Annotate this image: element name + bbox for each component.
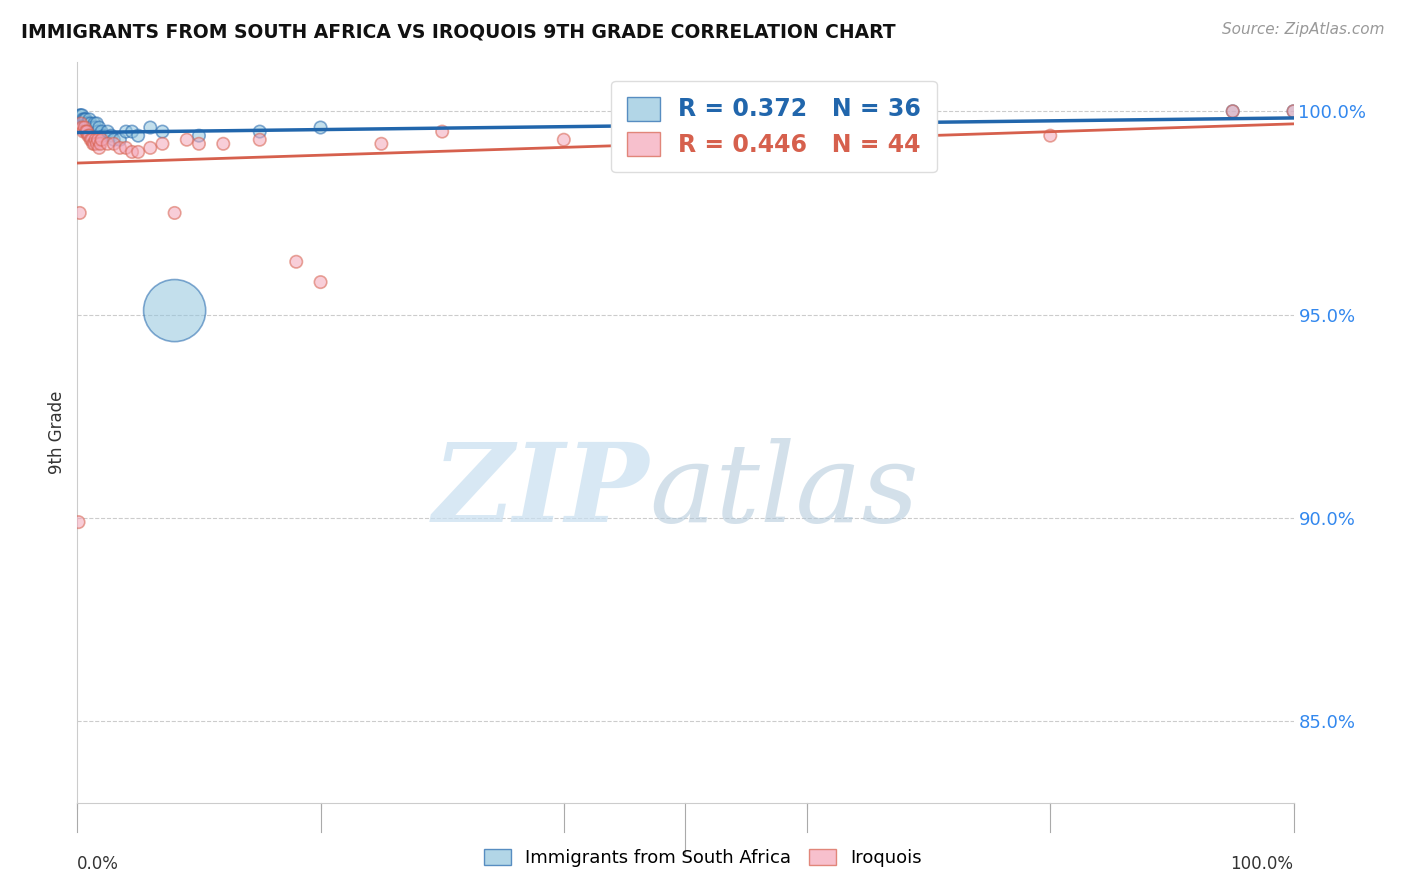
Point [75, 116, 97, 130]
Point [1282, 104, 1305, 119]
Point [370, 136, 392, 151]
Point [108, 141, 131, 155]
Point [72, 112, 94, 127]
Point [163, 206, 186, 220]
Point [75, 125, 97, 139]
Point [93, 128, 115, 143]
Point [89, 141, 111, 155]
Point [82, 120, 104, 135]
Point [108, 133, 131, 147]
Point [73, 112, 96, 127]
Point [430, 125, 453, 139]
Point [918, 128, 941, 143]
Point [70, 112, 93, 127]
Point [70, 108, 93, 122]
Point [103, 136, 125, 151]
Point [84, 120, 107, 135]
Point [84, 133, 107, 147]
Point [309, 275, 332, 289]
Point [249, 133, 271, 147]
Point [80, 133, 103, 147]
Point [70, 116, 93, 130]
Point [152, 125, 174, 139]
Point [127, 128, 149, 143]
Point [115, 141, 138, 155]
Point [76, 125, 98, 139]
Point [100, 128, 122, 143]
Point [87, 125, 110, 139]
Point [90, 125, 112, 139]
Point [1222, 104, 1244, 119]
Point [553, 133, 575, 147]
Point [856, 133, 879, 147]
Point [139, 120, 162, 135]
Point [69, 206, 91, 220]
Point [89, 120, 111, 135]
Point [72, 125, 94, 139]
Point [1039, 128, 1062, 143]
Point [90, 133, 112, 147]
Point [79, 112, 101, 127]
Point [69, 108, 91, 122]
Point [139, 141, 162, 155]
Point [121, 145, 143, 159]
Point [249, 125, 271, 139]
Point [70, 108, 93, 122]
Point [152, 136, 174, 151]
Point [188, 136, 211, 151]
Point [115, 125, 138, 139]
Point [176, 133, 198, 147]
Text: 0.0%: 0.0% [77, 855, 120, 872]
Legend: Immigrants from South Africa, Iroquois: Immigrants from South Africa, Iroquois [477, 841, 929, 874]
Point [67, 515, 90, 529]
Point [212, 136, 235, 151]
Point [163, 303, 186, 318]
Point [127, 145, 149, 159]
Point [1282, 104, 1305, 119]
Point [80, 116, 103, 130]
Point [121, 125, 143, 139]
Point [83, 116, 105, 130]
Point [80, 120, 103, 135]
Text: 100.0%: 100.0% [1230, 855, 1294, 872]
Point [89, 136, 111, 151]
Point [285, 254, 308, 268]
Point [309, 120, 332, 135]
Point [80, 133, 103, 147]
Point [86, 116, 108, 130]
Text: ZIP: ZIP [432, 438, 650, 546]
Point [87, 133, 110, 147]
Point [82, 136, 104, 151]
Point [86, 136, 108, 151]
Point [188, 128, 211, 143]
Point [76, 116, 98, 130]
Text: IMMIGRANTS FROM SOUTH AFRICA VS IROQUOIS 9TH GRADE CORRELATION CHART: IMMIGRANTS FROM SOUTH AFRICA VS IROQUOIS… [21, 22, 896, 41]
Point [70, 120, 93, 135]
Point [77, 116, 100, 130]
Point [103, 133, 125, 147]
Point [97, 125, 120, 139]
Point [735, 136, 758, 151]
Text: Source: ZipAtlas.com: Source: ZipAtlas.com [1222, 22, 1385, 37]
Text: atlas: atlas [650, 438, 918, 546]
Legend: R = 0.372   N = 36, R = 0.446   N = 44: R = 0.372 N = 36, R = 0.446 N = 44 [612, 81, 936, 172]
Point [75, 112, 97, 127]
Point [83, 136, 105, 151]
Point [73, 120, 96, 135]
Point [97, 136, 120, 151]
Point [1222, 104, 1244, 119]
Point [77, 128, 100, 143]
Y-axis label: 9th Grade: 9th Grade [48, 391, 66, 475]
Point [79, 128, 101, 143]
